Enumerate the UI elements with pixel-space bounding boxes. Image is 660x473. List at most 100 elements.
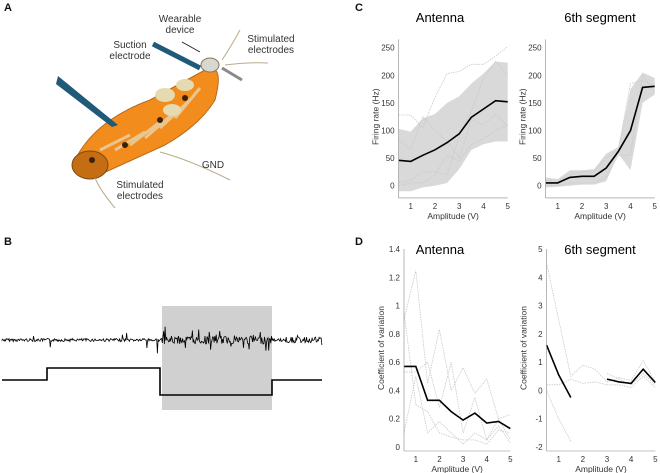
pointer-arrow-icon <box>181 41 201 53</box>
panel-label-b: B <box>4 236 12 248</box>
sem-band <box>398 61 508 192</box>
axes <box>398 39 508 199</box>
x-axis-label: Amplitude (V) <box>431 464 483 473</box>
stimulus-step-trace <box>2 367 322 396</box>
mean-line <box>398 99 508 163</box>
label-stimulated-electrodes-bottom: Stimulated electrodes <box>116 180 164 202</box>
recording-trace <box>1 306 323 410</box>
y-axis-label: Coefficient of variation <box>519 306 529 390</box>
label-suction-electrode: Suction electrode <box>109 40 151 62</box>
individual-trace <box>398 60 509 184</box>
individual-trace <box>546 372 656 442</box>
individual-trace <box>546 263 656 383</box>
label-wearable-device: Wearable device <box>158 14 202 36</box>
x-tick-label: 2 <box>580 202 585 211</box>
y-tick-label: 0.2 <box>389 415 401 424</box>
x-tick-label: 2 <box>433 202 438 211</box>
y-tick-label: 1.2 <box>389 273 401 282</box>
y-tick-label: 50 <box>533 154 542 163</box>
mean-line <box>545 85 655 184</box>
chart-d-6th: 6th segment 1 2 3 4 5 -2 -1 0 1 2 3 4 5 Amplitude (V) C… <box>519 242 658 473</box>
y-tick-label: 150 <box>528 99 542 108</box>
y-tick-label: 100 <box>528 127 542 136</box>
axes <box>546 249 656 452</box>
y-tick-label: 0 <box>538 386 543 395</box>
chart-title: 6th segment <box>564 242 636 257</box>
chart-title: Antenna <box>416 10 465 25</box>
x-tick-label: 1 <box>556 455 561 464</box>
panel-label-c: C <box>355 2 363 14</box>
x-tick-label: 5 <box>653 455 658 464</box>
chart-d-antenna: Antenna 1 2 3 4 5 0 0.2 0.4 0.6 0.8 1 1.2 1.4 Amplitud… <box>376 242 513 473</box>
x-axis-label: Amplitude (V) <box>427 211 479 221</box>
y-tick-label: 2 <box>538 330 543 339</box>
individual-trace <box>398 46 508 129</box>
x-tick-label: 3 <box>605 455 610 464</box>
wearable-device-icon <box>200 57 243 82</box>
x-axis-label: Amplitude (V) <box>574 211 626 221</box>
x-tick-label: 3 <box>457 202 462 211</box>
insect-illustration <box>56 29 269 209</box>
chart-title: 6th segment <box>564 10 636 25</box>
individual-trace <box>403 376 511 445</box>
y-tick-label: 250 <box>528 44 542 53</box>
y-tick-label: 4 <box>538 273 543 282</box>
x-axis-label: Amplitude (V) <box>575 464 627 473</box>
y-tick-label: 0.8 <box>389 330 401 339</box>
panel-label-d: D <box>355 236 363 248</box>
y-axis-label: Firing rate (Hz) <box>371 88 381 145</box>
y-tick-label: 150 <box>381 99 395 108</box>
y-axis-label: Firing rate (Hz) <box>518 88 528 145</box>
y-tick-label: 0 <box>396 443 401 452</box>
stimulation-window <box>162 306 272 410</box>
x-tick-label: 4 <box>484 455 489 464</box>
neural-signal-trace <box>1 326 323 354</box>
y-axis-label: Coefficient of variation <box>376 306 386 390</box>
y-tick-label: 50 <box>386 154 395 163</box>
y-tick-label: 1.4 <box>389 245 401 254</box>
suction-electrode-icon <box>151 41 202 71</box>
individual-trace <box>545 74 656 187</box>
y-tick-label: 1 <box>396 302 401 311</box>
y-tick-label: 1 <box>538 358 543 367</box>
x-tick-label: 4 <box>628 202 633 211</box>
body-icon <box>71 68 219 180</box>
individual-trace <box>403 270 511 420</box>
y-tick-label: 0 <box>537 182 542 191</box>
individual-trace <box>398 124 508 187</box>
x-tick-label: 2 <box>437 455 442 464</box>
sem-band <box>545 72 655 188</box>
axes <box>545 39 655 199</box>
x-tick-label: 5 <box>652 202 657 211</box>
chart-title: Antenna <box>416 242 465 257</box>
y-tick-label: -2 <box>535 443 543 452</box>
label-stimulated-electrodes-top: Stimulated electrodes <box>247 34 295 56</box>
wires-icon <box>94 29 269 209</box>
y-tick-label: 200 <box>381 71 395 80</box>
individual-trace <box>398 113 508 159</box>
panel-label-a: A <box>4 2 12 14</box>
label-gnd: GND <box>201 160 225 171</box>
y-tick-label: 5 <box>538 245 543 254</box>
axes <box>403 249 511 452</box>
y-tick-label: -1 <box>535 415 543 424</box>
mean-line <box>545 344 656 398</box>
x-tick-label: 1 <box>414 455 419 464</box>
y-tick-label: 0 <box>390 182 395 191</box>
y-tick-label: 0.6 <box>389 358 401 367</box>
y-tick-label: 100 <box>381 127 395 136</box>
x-tick-label: 2 <box>581 455 586 464</box>
x-tick-label: 3 <box>461 455 466 464</box>
y-tick-label: 3 <box>538 302 543 311</box>
x-tick-label: 5 <box>508 455 513 464</box>
needle-electrode-icon <box>56 76 118 127</box>
mean-line <box>404 365 511 430</box>
x-tick-label: 3 <box>604 202 609 211</box>
individual-trace <box>404 361 511 441</box>
x-tick-label: 5 <box>505 202 510 211</box>
x-tick-label: 1 <box>408 202 413 211</box>
